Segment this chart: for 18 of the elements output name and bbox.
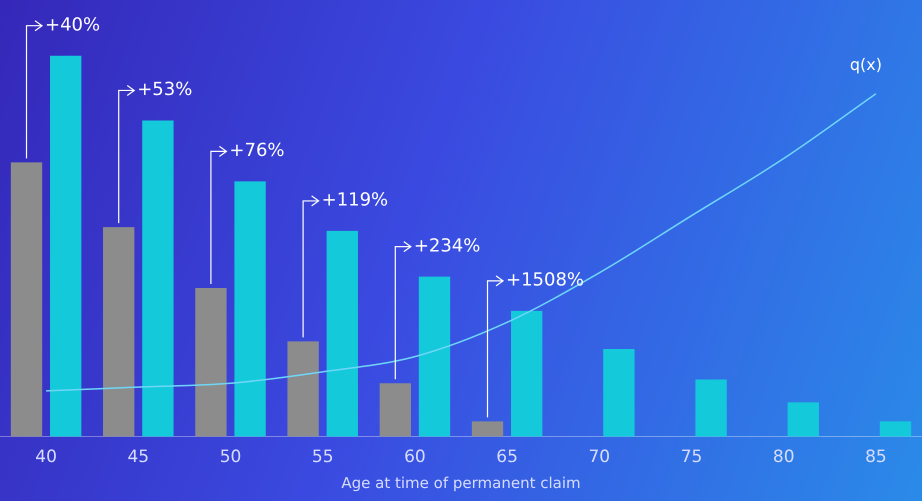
annotation: +119% <box>322 190 388 211</box>
x-tick-label: 85 <box>865 447 887 468</box>
x-tick-label: 75 <box>680 447 702 468</box>
x-tick-label: 50 <box>220 447 242 468</box>
x-axis-title: Age at time of permanent claim <box>341 474 581 492</box>
annotation: +53% <box>137 79 192 100</box>
annotation: +76% <box>229 140 285 162</box>
annotation: +1508% <box>506 270 584 291</box>
series-label: q(x) <box>850 54 882 74</box>
x-tick-label: 40 <box>35 447 57 468</box>
x-tick-label: 45 <box>127 447 150 468</box>
x-tick-label: 70 <box>588 447 610 468</box>
annotation: +234% <box>414 235 480 256</box>
x-tick-label: 55 <box>312 447 334 468</box>
x-tick-label: 65 <box>496 447 518 468</box>
x-tick-label: 60 <box>404 447 426 468</box>
x-tick-label: 80 <box>772 447 795 468</box>
annotation: +40% <box>45 14 100 36</box>
